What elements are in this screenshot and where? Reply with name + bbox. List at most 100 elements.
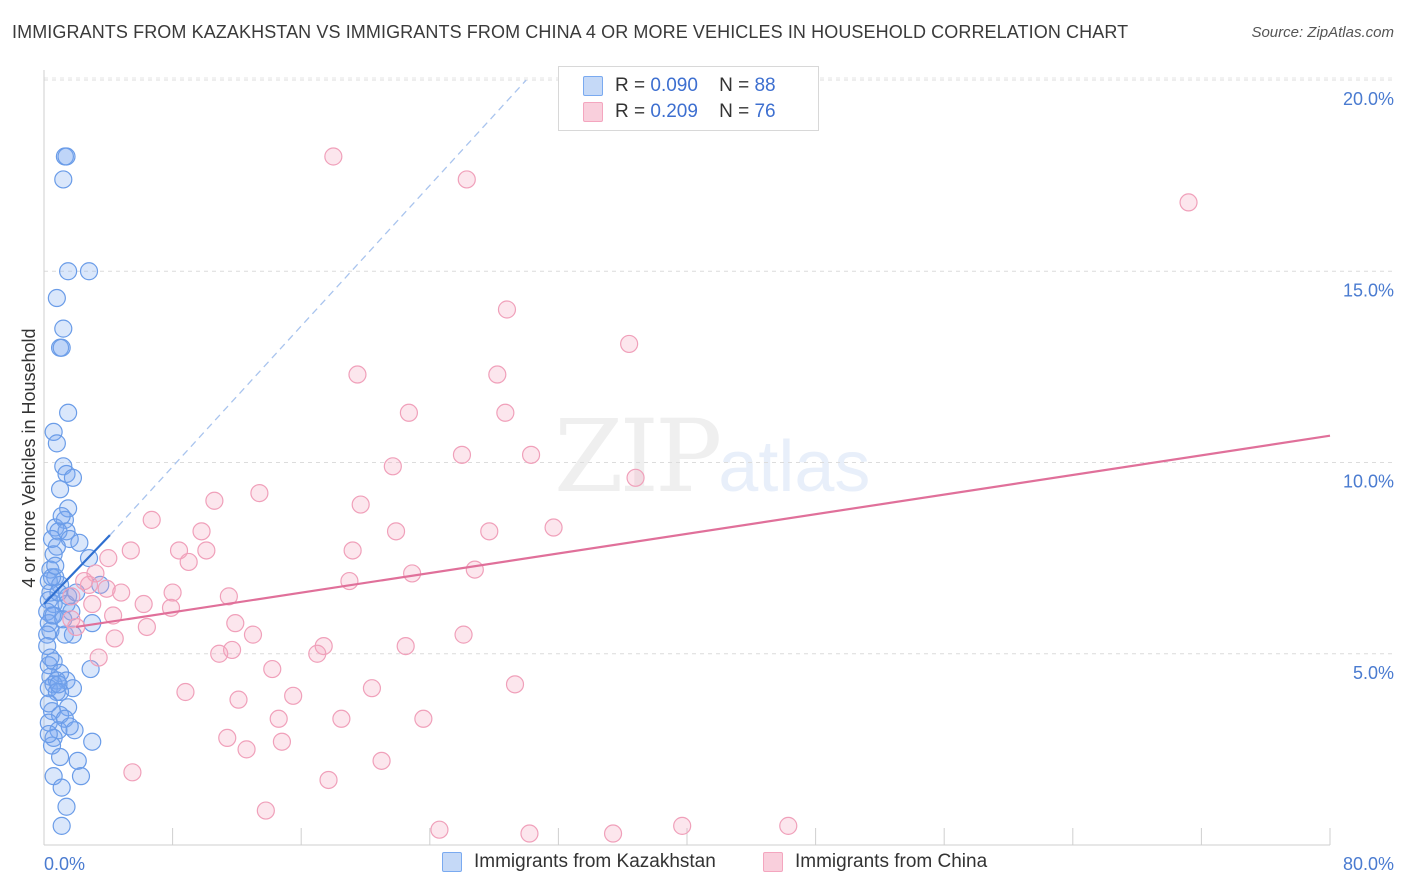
kazakhstan-point [54,319,73,338]
china-point [308,644,327,663]
legend-swatch-china [583,101,603,122]
kazakhstan-point [47,288,66,308]
kazakhstan-point [49,675,68,694]
y-tick-label: 20.0% [1343,89,1394,109]
china-point [284,686,303,705]
china-point [179,552,198,572]
china-point [372,751,391,770]
kazakhstan-point [39,694,58,713]
kazakhstan-point [50,480,70,499]
china-point [343,541,362,560]
china-point [134,594,153,614]
china-point [520,824,539,843]
china-point [205,491,224,510]
china-point [626,468,645,487]
kazakhstan-points [38,147,110,835]
watermark: ZIPatlas [554,398,870,515]
china-point [121,541,140,560]
kazakhstan-point [46,556,65,575]
china-point [351,495,370,514]
legend: R = 0.090 N = 88 R = 0.209 N = 76 [558,66,819,131]
legend-row-china: R = 0.209 N = 76 [583,101,776,127]
grid [44,77,1394,655]
china-point [226,614,245,633]
china-point [1179,193,1198,212]
china-point [454,625,473,644]
kazakhstan-point [42,568,62,587]
legend-n-label: N = [719,75,750,96]
y-axis-title: 4 or more Vehicles in Household [19,328,39,587]
kazakhstan-point [70,533,89,552]
china-point [452,445,472,464]
kazakhstan-point [41,648,60,667]
source-label: Source: ZipAtlas.com [1251,24,1394,41]
china-point [319,770,338,790]
china-point [243,625,263,644]
kazakhstan-point [54,170,73,189]
kazakhstan-point [44,606,63,625]
axes [43,70,1331,846]
legend-n-label: N = [719,101,750,122]
china-point [75,571,94,591]
kazakhstan-point [47,434,66,453]
axis-labels: 5.0% 10.0% 15.0% 20.0% 0.0% 80.0% 4 or more Ve… [19,89,1394,874]
china-point [237,740,256,759]
y-tick-label: 10.0% [1343,472,1394,492]
kazakhstan-point [57,797,76,816]
kazakhstan-point [52,338,71,357]
china-point [269,709,288,728]
kazakhstan-point [39,724,58,744]
china-point [219,587,238,606]
china-point [332,709,351,728]
china-point [396,636,415,656]
kazakhstan-trend-extension [109,79,527,536]
china-point [83,594,102,614]
china-point [137,617,156,637]
china-point [457,170,476,189]
kazakhstan-point [59,403,78,422]
kazakhstan-point [60,717,79,736]
bottom-legend-swatch-china [763,851,783,872]
legend-swatch-kazakhstan [583,75,603,96]
china-point [399,403,419,422]
china-point [250,484,269,503]
bottom-legend-kazakhstan: Immigrants from Kazakhstan [442,851,716,877]
kazakhstan-point [71,767,91,786]
kazakhstan-point [50,747,70,767]
china-point [229,690,248,709]
china-point [414,709,433,728]
china-point [620,334,639,354]
kazakhstan-point [59,262,78,281]
legend-n-value-kazakhstan: 88 [754,75,776,96]
china-point [123,763,142,782]
legend-row-kazakhstan: R = 0.090 N = 88 [583,75,776,101]
legend-r-label: R = [615,101,646,122]
china-point [263,659,282,679]
china-point [362,679,382,698]
china-point [521,445,541,464]
china-point [403,564,422,583]
china-point [430,820,449,839]
china-point [505,675,525,694]
china-point [99,549,118,568]
china-point [544,518,563,537]
y-tick-label: 5.0% [1353,663,1394,683]
legend-r-value-kazakhstan: 0.090 [650,75,698,96]
kazakhstan-point [68,751,87,770]
china-point [176,682,195,702]
china-point [603,824,623,843]
legend-n-value-china: 76 [754,101,776,122]
x-tick-label: 0.0% [44,854,85,874]
china-point [105,629,124,648]
china-point [383,457,402,476]
china-point [488,365,507,384]
china-trend-line [75,434,1331,629]
kazakhstan-point [52,816,71,835]
kazakhstan-point [52,506,71,526]
bottom-legend-swatch-kazakhstan [442,851,462,872]
kazakhstan-point [57,147,76,166]
china-point [112,583,131,602]
y-tick-label: 15.0% [1343,280,1394,300]
china-point [348,365,367,384]
